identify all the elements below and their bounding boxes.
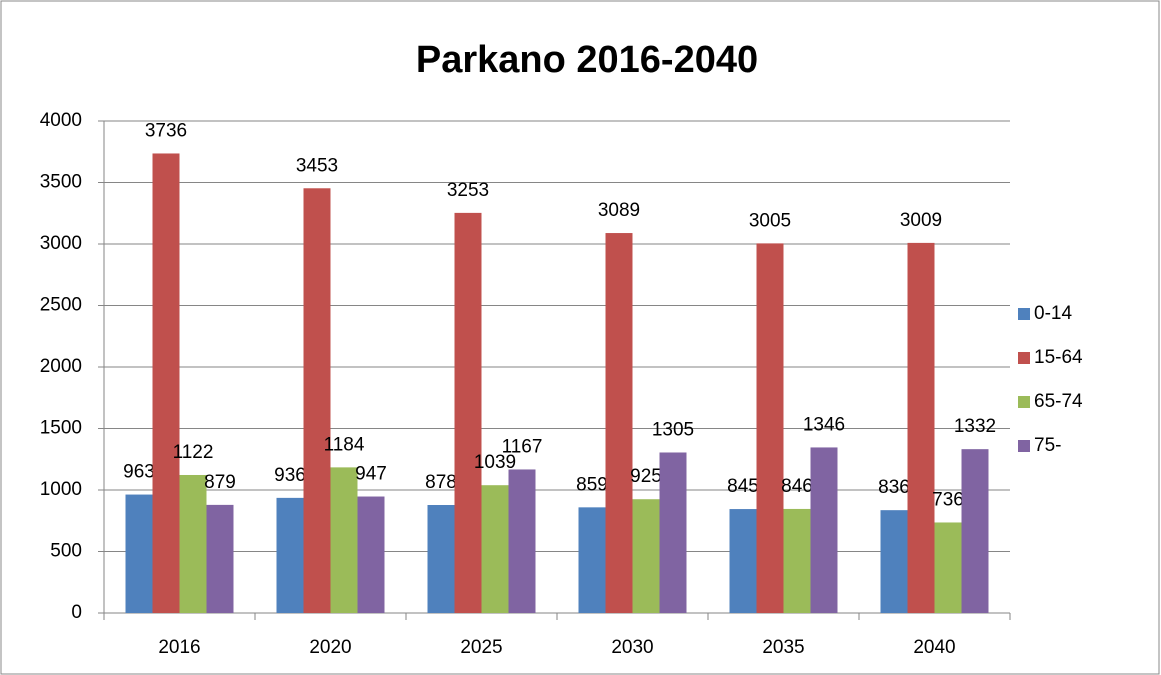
- y-tick-label: 2500: [40, 295, 82, 316]
- x-tick-label: 2035: [762, 637, 804, 658]
- data-label: 3005: [749, 210, 791, 231]
- y-tick-label: 4000: [40, 110, 82, 131]
- bar: [659, 452, 687, 613]
- bar: [206, 504, 234, 613]
- y-tick-label: 500: [50, 541, 82, 562]
- bar: [125, 494, 153, 613]
- data-label: 925: [630, 466, 662, 487]
- legend-swatch: [1018, 352, 1030, 364]
- data-label: 3736: [145, 120, 187, 141]
- data-label: 3253: [447, 180, 489, 201]
- bar: [756, 243, 784, 613]
- bar: [907, 242, 935, 613]
- y-tick-label: 1000: [40, 479, 82, 500]
- bar: [303, 188, 331, 613]
- data-label: 1305: [652, 420, 694, 441]
- data-label: 1167: [502, 436, 543, 457]
- data-label: 947: [355, 464, 387, 485]
- y-tick-label: 0: [71, 602, 82, 623]
- data-label: 1184: [324, 434, 365, 455]
- bar: [880, 510, 908, 613]
- data-label: 1122: [173, 442, 214, 463]
- data-label: 845: [727, 476, 759, 497]
- chart-title: Parkano 2016-2040: [416, 39, 758, 81]
- data-label: 836: [878, 477, 910, 498]
- legend-swatch: [1018, 396, 1030, 408]
- y-tick-label: 1500: [40, 418, 82, 439]
- legend-label: 65-74: [1034, 391, 1083, 412]
- y-tick-label: 2000: [40, 356, 82, 377]
- data-label: 736: [932, 489, 964, 510]
- legend-swatch: [1018, 308, 1030, 320]
- bar: [481, 485, 509, 613]
- bar: [508, 469, 536, 613]
- bar: [578, 507, 606, 613]
- x-tick-label: 2030: [611, 637, 653, 658]
- bar: [729, 509, 757, 613]
- bar: [605, 233, 633, 614]
- data-label: 936: [274, 465, 306, 486]
- data-label: 1039: [474, 452, 516, 473]
- legend-label: 0-14: [1034, 303, 1072, 324]
- bar: [934, 522, 962, 613]
- data-label: 1332: [954, 416, 996, 437]
- bar: [632, 499, 660, 613]
- data-label: 846: [781, 476, 813, 497]
- y-tick-label: 3000: [40, 233, 82, 254]
- legend-swatch: [1018, 440, 1030, 452]
- data-label: 1346: [803, 414, 845, 435]
- data-label: 878: [425, 472, 457, 493]
- legend-label: 15-64: [1034, 347, 1083, 368]
- bar: [152, 153, 180, 614]
- data-label: 3089: [598, 200, 640, 221]
- data-label: 879: [204, 472, 236, 493]
- bar: [330, 467, 358, 613]
- bar: [783, 508, 811, 613]
- legend-label: 75-: [1034, 435, 1061, 456]
- x-tick-label: 2020: [309, 637, 351, 658]
- x-tick-label: 2040: [913, 637, 955, 658]
- bar: [454, 212, 482, 614]
- data-label: 859: [576, 474, 608, 495]
- bar: [961, 449, 989, 613]
- bar: [427, 505, 455, 613]
- data-label: 3009: [900, 210, 942, 231]
- data-label: 963: [123, 462, 155, 483]
- bar: [810, 447, 838, 613]
- data-label: 3453: [296, 155, 338, 176]
- bar: [179, 474, 207, 613]
- x-tick-label: 2025: [460, 637, 502, 658]
- bar: [276, 497, 304, 613]
- bar: [357, 496, 385, 613]
- x-tick-label: 2016: [158, 637, 200, 658]
- y-tick-label: 3500: [40, 172, 82, 193]
